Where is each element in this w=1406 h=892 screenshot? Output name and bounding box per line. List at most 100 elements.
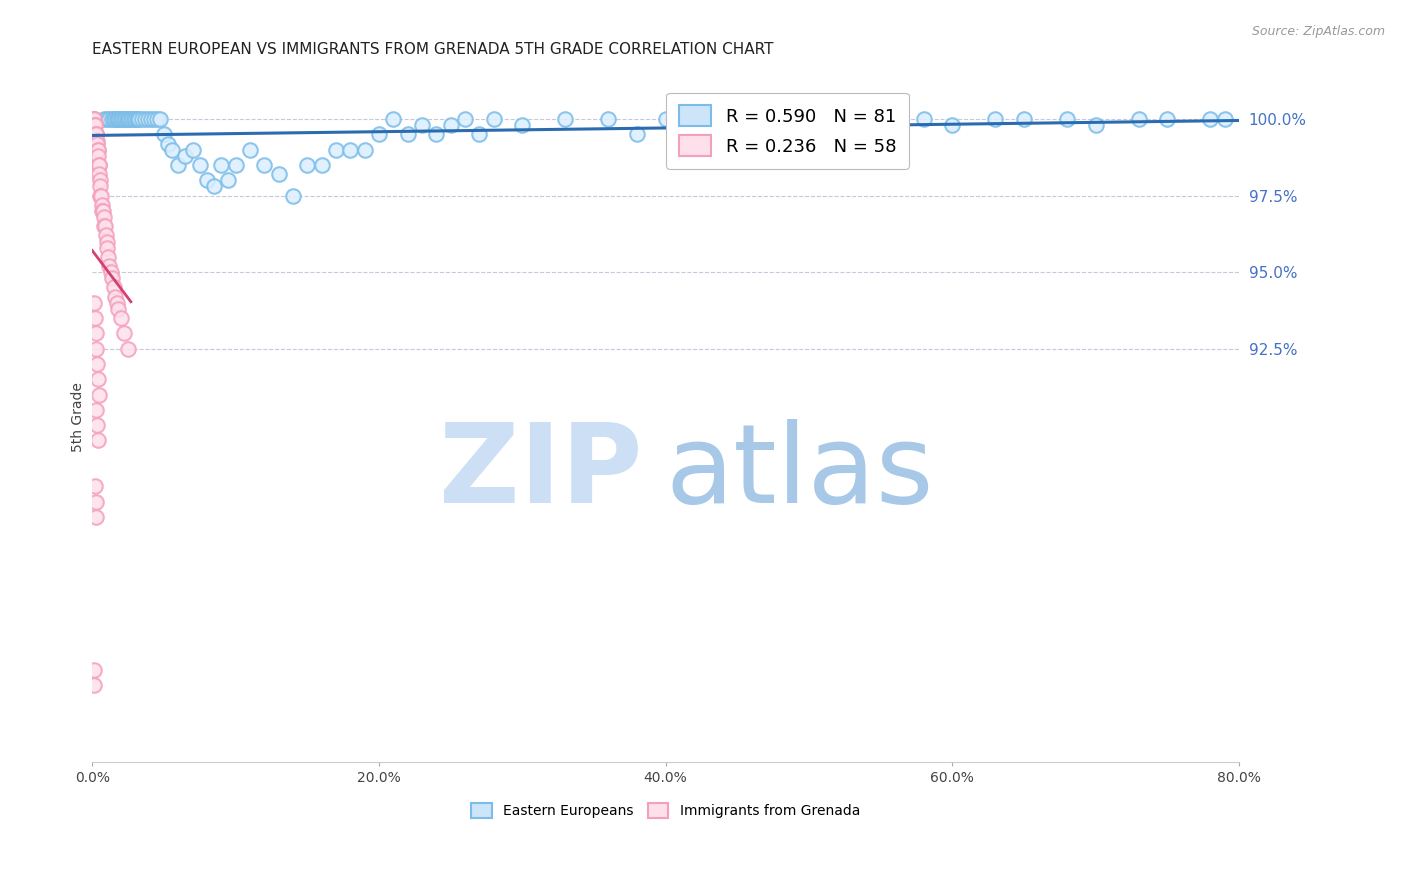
Point bbox=[118, 112, 141, 127]
Point bbox=[1084, 118, 1107, 132]
Point bbox=[468, 128, 491, 142]
Point bbox=[86, 143, 108, 157]
Point bbox=[89, 173, 111, 187]
Point bbox=[94, 228, 117, 243]
Point bbox=[153, 128, 176, 142]
Point bbox=[117, 342, 139, 356]
Text: EASTERN EUROPEAN VS IMMIGRANTS FROM GRENADA 5TH GRADE CORRELATION CHART: EASTERN EUROPEAN VS IMMIGRANTS FROM GREN… bbox=[93, 42, 773, 57]
Point bbox=[281, 188, 304, 202]
Point bbox=[174, 149, 197, 163]
Legend: Eastern Europeans, Immigrants from Grenada: Eastern Europeans, Immigrants from Grena… bbox=[465, 797, 866, 823]
Point bbox=[86, 418, 108, 433]
Point bbox=[103, 112, 125, 127]
Point bbox=[1056, 112, 1078, 127]
Point bbox=[554, 112, 576, 127]
Point bbox=[103, 280, 125, 294]
Text: atlas: atlas bbox=[665, 419, 934, 526]
Point bbox=[181, 143, 204, 157]
Point bbox=[367, 128, 389, 142]
Point bbox=[769, 112, 792, 127]
Point bbox=[86, 342, 108, 356]
Point bbox=[1128, 112, 1150, 127]
Point bbox=[101, 271, 124, 285]
Point bbox=[110, 311, 132, 326]
Point bbox=[114, 112, 136, 127]
Point bbox=[1012, 112, 1035, 127]
Point bbox=[93, 219, 115, 234]
Point bbox=[267, 167, 290, 181]
Point bbox=[105, 295, 128, 310]
Point bbox=[454, 112, 477, 127]
Point bbox=[89, 179, 111, 194]
Y-axis label: 5th Grade: 5th Grade bbox=[72, 383, 86, 452]
Point bbox=[98, 112, 121, 127]
Point bbox=[127, 112, 149, 127]
Point bbox=[115, 112, 138, 127]
Point bbox=[131, 112, 153, 127]
Point bbox=[87, 158, 110, 172]
Point bbox=[425, 128, 447, 142]
Point bbox=[984, 112, 1007, 127]
Point bbox=[87, 149, 110, 163]
Point bbox=[86, 510, 108, 524]
Point bbox=[148, 112, 170, 127]
Point bbox=[120, 112, 142, 127]
Point bbox=[941, 118, 963, 132]
Point bbox=[90, 198, 112, 212]
Point bbox=[124, 112, 146, 127]
Point bbox=[134, 112, 156, 127]
Point bbox=[209, 158, 232, 172]
Point bbox=[83, 118, 105, 132]
Point bbox=[912, 112, 935, 127]
Point bbox=[225, 158, 247, 172]
Point bbox=[117, 112, 139, 127]
Point bbox=[1213, 112, 1236, 127]
Point bbox=[84, 479, 107, 493]
Point bbox=[510, 118, 533, 132]
Point bbox=[98, 259, 121, 273]
Point bbox=[353, 143, 375, 157]
Point bbox=[86, 128, 108, 142]
Point bbox=[86, 402, 108, 417]
Point bbox=[93, 112, 115, 127]
Point bbox=[827, 112, 849, 127]
Point bbox=[869, 112, 891, 127]
Point bbox=[91, 203, 114, 218]
Point bbox=[725, 112, 748, 127]
Point bbox=[112, 112, 135, 127]
Point bbox=[295, 158, 318, 172]
Point bbox=[83, 663, 105, 677]
Point bbox=[83, 295, 105, 310]
Point bbox=[86, 136, 108, 151]
Point bbox=[121, 112, 143, 127]
Point bbox=[439, 118, 461, 132]
Point bbox=[202, 179, 225, 194]
Point bbox=[83, 112, 105, 127]
Point bbox=[84, 311, 107, 326]
Point bbox=[83, 112, 105, 127]
Point bbox=[84, 326, 107, 341]
Point bbox=[162, 143, 184, 157]
Text: Source: ZipAtlas.com: Source: ZipAtlas.com bbox=[1251, 25, 1385, 38]
Point bbox=[84, 128, 107, 142]
Point bbox=[598, 112, 620, 127]
Point bbox=[325, 143, 347, 157]
Point bbox=[87, 158, 110, 172]
Point bbox=[83, 678, 105, 692]
Point bbox=[90, 188, 112, 202]
Point bbox=[1156, 112, 1178, 127]
Point bbox=[188, 158, 211, 172]
Point bbox=[86, 357, 108, 371]
Point bbox=[108, 112, 131, 127]
Point bbox=[87, 434, 110, 448]
Point bbox=[104, 290, 127, 304]
Text: ZIP: ZIP bbox=[439, 419, 643, 526]
Point bbox=[239, 143, 262, 157]
Point bbox=[101, 112, 124, 127]
Point bbox=[87, 143, 110, 157]
Point bbox=[84, 128, 107, 142]
Point bbox=[122, 112, 145, 127]
Point bbox=[112, 326, 135, 341]
Point bbox=[84, 118, 107, 132]
Point bbox=[195, 173, 218, 187]
